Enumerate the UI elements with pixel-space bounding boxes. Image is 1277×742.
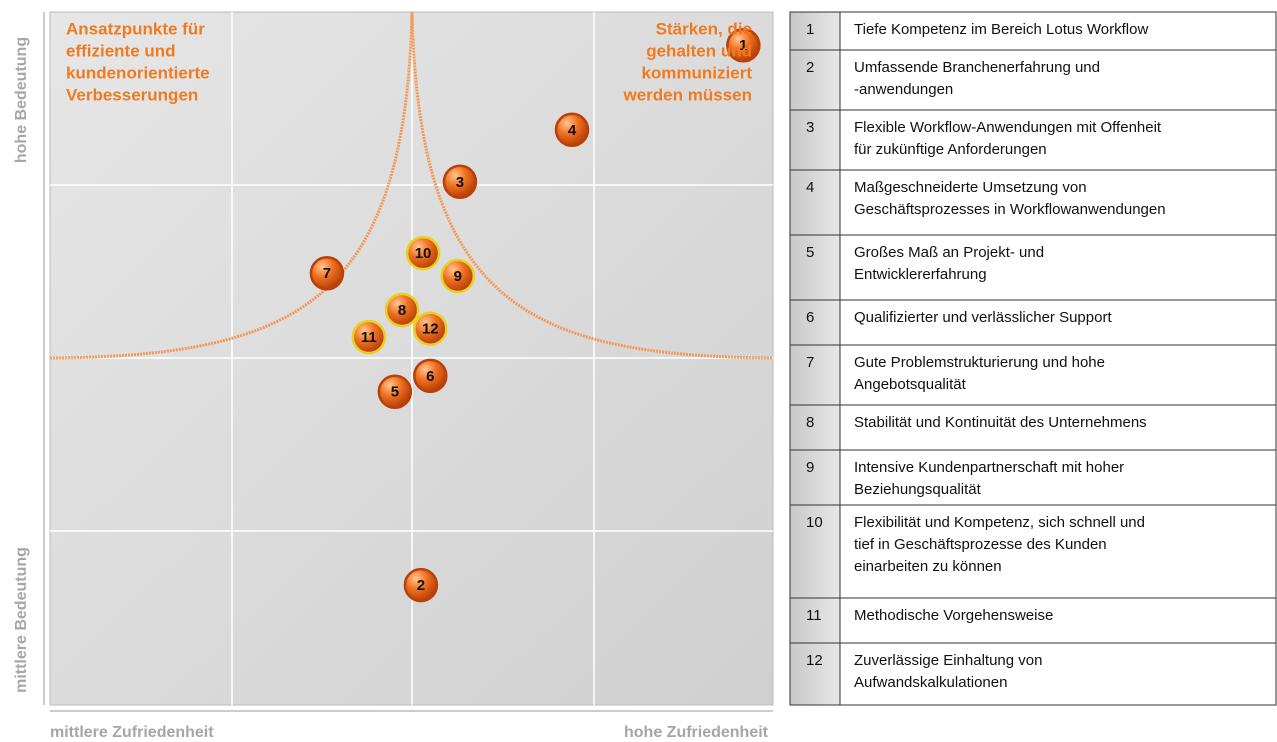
number-cell — [789, 49, 841, 111]
text-cell — [839, 109, 1277, 171]
text-cell — [839, 234, 1277, 301]
text-cell — [839, 642, 1277, 706]
point-label: 1 — [739, 37, 747, 54]
row-number: 7 — [806, 354, 814, 371]
number-cell — [789, 404, 841, 451]
row-number: 6 — [806, 309, 814, 326]
row-text: Methodische Vorgehensweise — [854, 607, 1053, 624]
number-cell — [789, 234, 841, 301]
point — [351, 319, 387, 355]
row-number: 1 — [806, 21, 814, 38]
text-cell — [839, 299, 1277, 346]
number-cell — [789, 449, 841, 506]
row-text: Flexibilität und Kompetenz, sich schnell… — [854, 514, 1145, 531]
point — [405, 235, 441, 271]
row-text: Maßgeschneiderte Umsetzung von — [854, 179, 1087, 196]
number-cell — [789, 11, 841, 51]
point — [309, 256, 345, 291]
point — [442, 164, 478, 200]
text-cell — [839, 404, 1277, 451]
row-number: 5 — [806, 244, 814, 261]
text-cell — [839, 169, 1277, 236]
annotation: gehalten und — [646, 41, 752, 60]
row-text: Qualifizierter und verlässlicher Support — [854, 309, 1112, 326]
number-cell — [789, 169, 841, 236]
text-cell — [839, 504, 1277, 599]
point-label: 4 — [568, 122, 577, 139]
point — [384, 292, 420, 328]
point — [726, 28, 761, 63]
point-label: 12 — [422, 321, 439, 338]
point — [554, 112, 590, 148]
annotation: Verbesserungen — [66, 85, 198, 104]
row-number: 4 — [806, 179, 814, 196]
number-cell — [789, 344, 841, 406]
text-cell — [839, 11, 1277, 51]
row-text: -anwendungen — [854, 81, 953, 98]
point — [413, 358, 448, 394]
row-text: Beziehungsqualität — [854, 481, 982, 498]
annotation: effiziente und — [66, 41, 176, 60]
row-text: Umfassende Branchenerfahrung und — [854, 59, 1100, 76]
row-text: Flexible Workflow-Anwendungen mit Offenh… — [854, 119, 1162, 136]
row-number: 12 — [806, 652, 823, 669]
row-number: 10 — [806, 514, 823, 531]
number-cell — [789, 299, 841, 346]
row-text: Zuverlässige Einhaltung von — [854, 652, 1042, 669]
row-text: für zukünftige Anforderungen — [854, 141, 1047, 158]
number-cell — [789, 504, 841, 599]
annotation: werden müssen — [623, 85, 753, 104]
row-text: Entwicklererfahrung — [854, 266, 987, 283]
x-axis-label: mittlere Zufriedenheit — [50, 724, 214, 741]
annotation: Ansatzpunkte für — [66, 19, 205, 38]
text-cell — [839, 597, 1277, 644]
text-cell — [839, 49, 1277, 111]
row-text: Aufwandskalkulationen — [854, 674, 1007, 691]
annotation: kommuniziert — [641, 63, 752, 82]
y-axis-label: hohe Bedeutung — [13, 37, 30, 163]
row-text: Intensive Kundenpartnerschaft mit hoher — [854, 459, 1124, 476]
number-cell — [789, 109, 841, 171]
legend-table: 1 Tiefe Kompetenz im Bereich Lotus Workfl… — [789, 11, 1277, 706]
row-number: 11 — [806, 607, 822, 624]
point-label: 11 — [361, 329, 377, 346]
row-number: 9 — [806, 459, 814, 476]
point — [377, 374, 413, 410]
y-axis-label: mittlere Bedeutung — [13, 547, 30, 693]
row-text: Stabilität und Kontinuität des Unternehm… — [854, 414, 1147, 431]
row-text: Angebotsqualität — [854, 376, 967, 393]
number-cell — [789, 642, 841, 706]
point — [413, 311, 448, 346]
row-text: Tiefe Kompetenz im Bereich Lotus Workflo… — [854, 21, 1148, 38]
row-text: einarbeiten zu können — [854, 558, 1002, 575]
row-number: 3 — [806, 119, 814, 136]
row-number: 8 — [806, 414, 814, 431]
point-label: 7 — [323, 265, 331, 282]
boundary-curve — [49, 11, 774, 360]
annotation: Stärken, die — [656, 19, 752, 38]
point-label: 5 — [391, 384, 399, 401]
point — [440, 258, 476, 294]
point-label: 10 — [415, 245, 432, 262]
text-cell — [839, 449, 1277, 506]
row-number: 2 — [806, 59, 814, 76]
annotation: kundenorientierte — [66, 63, 210, 82]
x-axis-label: hohe Zufriedenheit — [624, 724, 769, 741]
point-label: 2 — [417, 577, 425, 594]
point-label: 3 — [456, 174, 464, 191]
row-text: Großes Maß an Projekt- und — [854, 244, 1044, 261]
point-label: 6 — [426, 368, 434, 385]
row-text: Gute Problemstrukturierung und hohe — [854, 354, 1105, 371]
text-cell — [839, 344, 1277, 406]
row-text: tief in Geschäftsprozesse des Kunden — [854, 536, 1107, 553]
point — [403, 567, 439, 603]
point-label: 9 — [454, 268, 462, 285]
row-text: Geschäftsprozesses in Workflowanwendunge… — [854, 201, 1166, 218]
point-label: 8 — [398, 302, 406, 319]
